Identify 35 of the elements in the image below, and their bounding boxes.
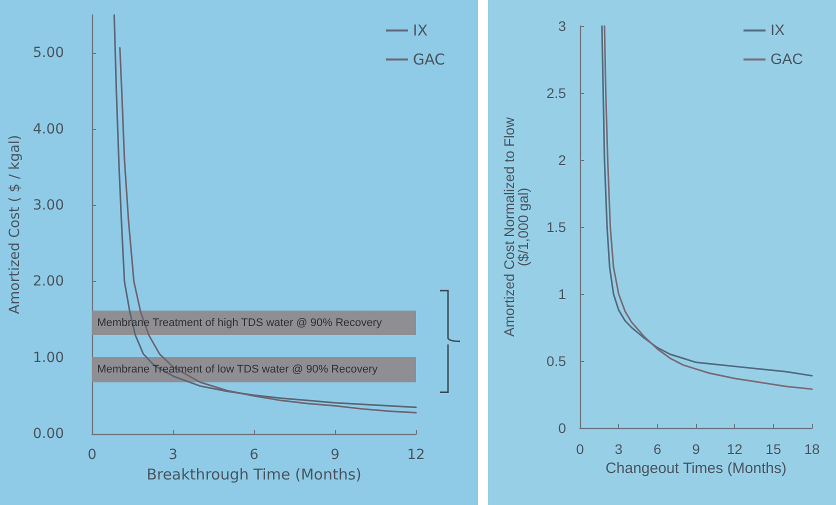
y-tick-label: 2 [558,152,566,168]
y-tick-label: 2.00 [32,274,64,290]
x-tick-label: 0 [88,447,97,463]
y-tick-label: 3 [558,18,566,34]
x-tick-label: 12 [726,441,743,457]
y-axis-title: Amortized Cost ( $ / kgal) [7,134,23,314]
x-tick-label: 6 [250,447,259,463]
x-tick-label: 3 [168,447,178,463]
x-axis-title: Changeout Times (Months) [606,460,786,477]
y-tick-label: 1.00 [32,350,64,366]
y-tick-label: 0.5 [546,353,566,369]
y-tick-label: 0 [558,420,566,436]
x-axis-title: Breakthrough Time (Months) [146,465,362,484]
legend-label: IX [412,22,428,40]
y-axis-title: Amortized Cost Normalized to Flow ($/1,000 gal) [501,116,531,337]
x-tick-label: 15 [766,441,782,457]
legend-label: GAC [412,50,446,68]
x-tick-label: 6 [653,441,662,457]
y-tick-label: 3.00 [32,197,64,214]
legend-label: GAC [770,51,804,68]
legend-label: IX [770,22,785,39]
y-tick-label: 5.00 [32,45,64,62]
x-tick-label: 12 [407,447,425,463]
y-tick-label: 2.5 [546,85,566,101]
x-tick-label: 9 [692,441,700,457]
y-tick-label: 1 [558,286,566,302]
band-label: Membrane Treatment of low TDS water @ 90% Recovery [97,364,378,376]
x-tick-label: 3 [614,441,623,457]
y-tick-label: 4.00 [32,121,64,138]
x-tick-label: 9 [330,447,340,463]
band-label: Membrane Treatment of high TDS water @ 90% Recovery [97,316,382,329]
x-tick-label: 18 [804,441,820,457]
y-tick-label: 0.00 [32,426,64,442]
x-tick-label: 0 [576,441,584,457]
y-tick-label: 1.5 [546,219,566,235]
